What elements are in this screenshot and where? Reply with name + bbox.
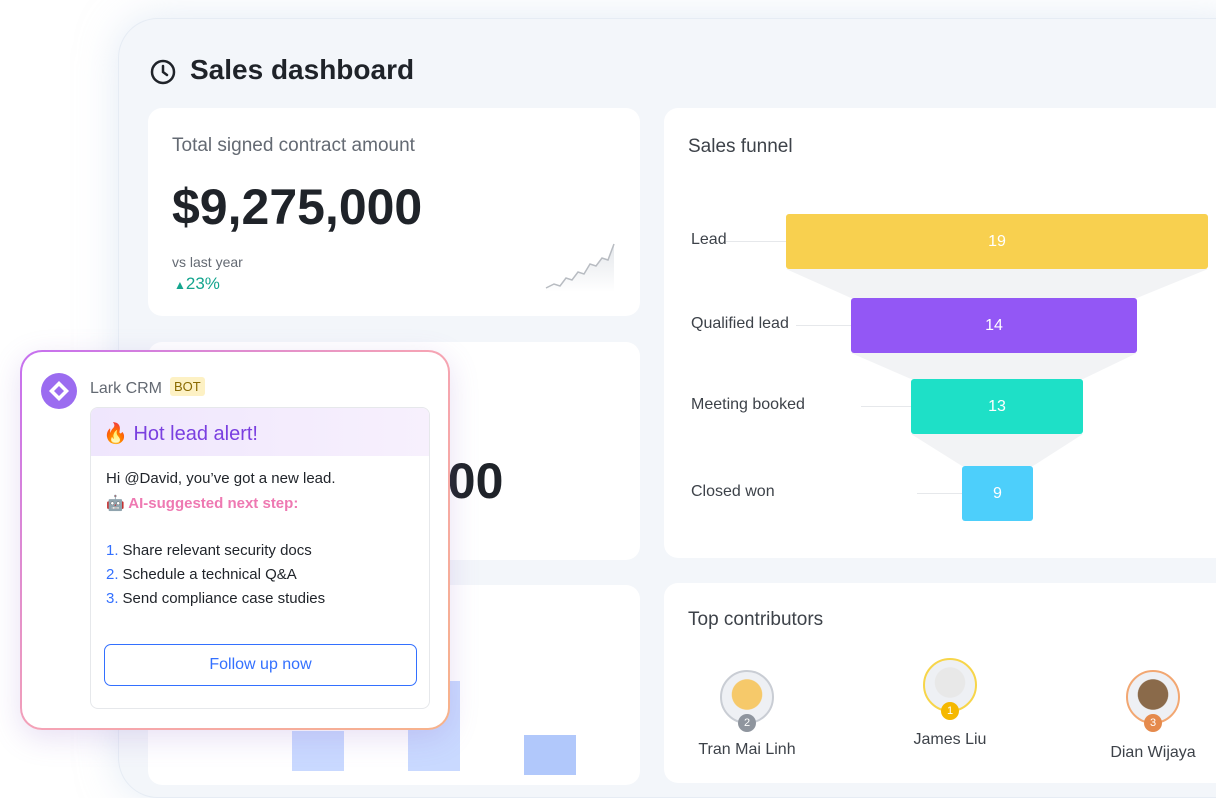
card-title: Sales funnel: [688, 136, 793, 157]
contract-card: Total signed contract amount $9,275,000 …: [148, 108, 640, 316]
step: 3. Send compliance case studies: [106, 590, 325, 607]
message-card: 🔥 Hot lead alert! Hi @David, you’ve got …: [90, 407, 430, 709]
amount: $9,275,000: [172, 179, 423, 235]
connector-line: [861, 406, 911, 407]
rank-badge: 2: [738, 714, 756, 732]
funnel-card: Sales funnel Lead 19 Qualified lead 14 Meeti…: [664, 108, 1216, 558]
contributor-name: Dian Wijaya: [1110, 744, 1196, 761]
page-title: Sales dashboard: [190, 54, 415, 85]
connector-line: [726, 241, 786, 242]
suggestion-label: 🤖 AI-suggested next step:: [106, 495, 299, 512]
connector-line: [796, 325, 851, 326]
card-title: Top contributors: [688, 609, 824, 630]
contributor-name: Tran Mai Linh: [698, 741, 796, 758]
timer-icon: [150, 59, 176, 85]
app-icon: [41, 373, 77, 409]
message-title: 🔥 Hot lead alert!: [91, 408, 429, 456]
stage-label: Qualified lead: [691, 315, 789, 332]
change-value: 23%: [185, 274, 220, 293]
follow-up-button[interactable]: Follow up now: [104, 644, 417, 686]
change: ▲23%: [174, 274, 220, 294]
up-arrow: ▲: [174, 278, 186, 292]
step-number: 2.: [106, 566, 119, 583]
step-text: Share relevant security docs: [122, 542, 312, 559]
sender: Lark CRM: [90, 380, 163, 397]
step-text: Schedule a technical Q&A: [122, 566, 297, 583]
step: 2. Schedule a technical Q&A: [106, 566, 297, 583]
rank-badge: 1: [941, 702, 959, 720]
funnel-connectors: [786, 269, 1208, 466]
bar-shape: [524, 735, 576, 775]
step-number: 3.: [106, 590, 119, 607]
page: Sales dashboard Total signed contract am…: [20, 18, 1216, 798]
funnel-bar: 13: [911, 379, 1083, 434]
greeting: Hi @David, you’ve got a new lead.: [106, 470, 336, 487]
step-number: 1.: [106, 542, 119, 559]
comparison-label: vs last year: [172, 254, 243, 270]
step-text: Send compliance case studies: [122, 590, 326, 607]
card-title: Total signed contract amount: [172, 135, 415, 156]
stage-label: Closed won: [691, 483, 775, 500]
rank-badge: 3: [1144, 714, 1162, 732]
contributors-card: Top contributors 2 Tran Mai Linh 1 James Li…: [664, 583, 1216, 783]
sparkline: [545, 243, 615, 292]
connector-line: [917, 493, 962, 494]
stage-label: Meeting booked: [691, 396, 805, 413]
funnel-bar: 14: [851, 298, 1137, 353]
notification-frame: Lark CRM BOT 🔥 Hot lead alert! Hi @David…: [20, 350, 450, 730]
bot-badge: BOT: [170, 377, 205, 396]
contributor-name: James Liu: [913, 731, 987, 748]
funnel-bar: 9: [962, 466, 1033, 521]
bar-shape: [292, 731, 344, 771]
stage-label: Lead: [691, 231, 727, 248]
funnel-bar: 19: [786, 214, 1208, 269]
step: 1. Share relevant security docs: [106, 542, 312, 559]
notification: Lark CRM BOT 🔥 Hot lead alert! Hi @David…: [22, 352, 448, 728]
